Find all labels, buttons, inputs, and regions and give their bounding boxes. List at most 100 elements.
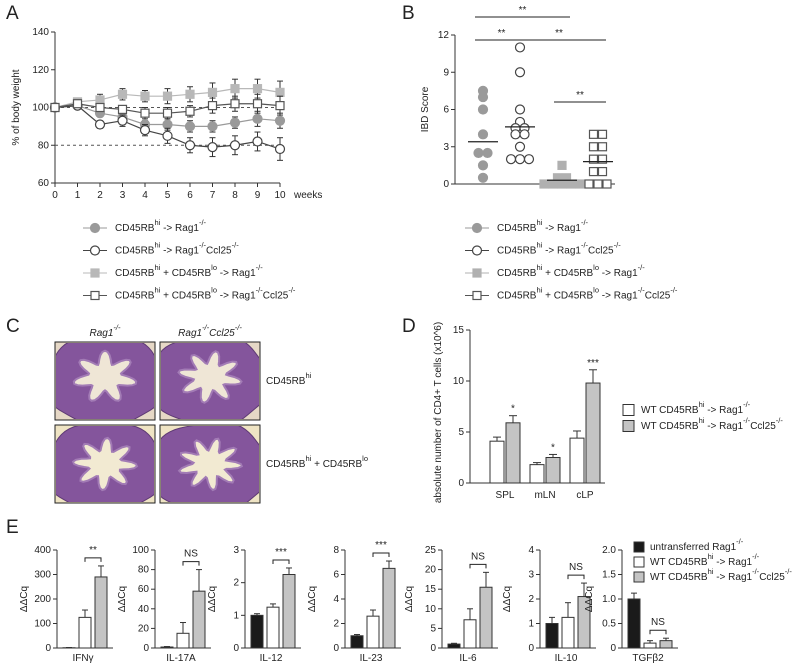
text-part: E (6, 517, 19, 538)
text-part: 8 (232, 190, 238, 201)
x-tick-label: IL-6 (459, 653, 477, 664)
text-part: 0 (45, 643, 51, 654)
y-tick-label: 0 (45, 643, 51, 654)
marker (207, 87, 218, 98)
legend-label: WT CD45RBhi -> Rag1-/- (641, 400, 751, 415)
significance-label: NS (184, 548, 198, 559)
x-tick-label: IL-17A (166, 653, 196, 664)
text-part: -/- (288, 286, 296, 295)
legend-label: CD45RBhi + CD45RBlo -> Rag1-/- (115, 263, 263, 278)
marker (275, 101, 285, 111)
panel-letter: B (402, 3, 415, 24)
y-tick-label: 200 (34, 594, 51, 605)
text-part: Ccl25 (206, 245, 232, 256)
legend-marker (472, 268, 482, 278)
text-part: ΔΔCq (307, 586, 318, 612)
text-part: hi (699, 400, 705, 409)
text-part: IL-10 (555, 653, 578, 664)
bar (366, 615, 380, 649)
text-part: 60 (38, 178, 50, 189)
text-part: -> Rag1 (599, 290, 638, 301)
y-tick-label: 20 (138, 623, 150, 634)
bar (192, 590, 206, 649)
y-tick-label: 15 (453, 325, 465, 336)
text-part: ** (89, 545, 97, 556)
marker (505, 154, 517, 165)
y-tick-label: 0 (430, 643, 436, 654)
column-label: Rag1-/-Ccl25-/- (178, 323, 242, 338)
text-part: 2 (333, 618, 339, 629)
bar (266, 606, 280, 649)
significance-label: NS (569, 562, 583, 573)
x-tick-label: 5 (165, 190, 171, 201)
y-axis-label: % of body weight (11, 69, 22, 145)
text-part: 0 (528, 643, 534, 654)
y-tick-label: 100 (132, 545, 149, 556)
legend-marker (89, 222, 101, 234)
bar (160, 646, 174, 649)
marker (162, 108, 173, 118)
text-part: CD45RB (497, 268, 537, 279)
marker (117, 89, 128, 99)
text-part: Rag1 (178, 328, 202, 339)
text-part: Ccl25 (645, 290, 671, 301)
text-part: 0 (52, 190, 58, 201)
bar (94, 576, 108, 649)
text-part: -/- (638, 286, 646, 295)
marker (252, 84, 263, 94)
bar (463, 619, 477, 649)
text-part: 1 (528, 618, 534, 629)
bar (382, 567, 396, 649)
legend-label: CD45RBhi -> Rag1-/- (497, 218, 589, 233)
text-part: 0 (143, 643, 149, 654)
marker (139, 125, 151, 136)
y-tick-label: 120 (32, 64, 49, 75)
text-part: 8 (333, 545, 339, 556)
marker (95, 102, 105, 113)
text-part: -> Rag1 (160, 223, 199, 234)
text-part: -> Rag1 (217, 290, 256, 301)
text-part: hi (154, 286, 160, 295)
legend-marker (90, 290, 100, 301)
histology-image (56, 343, 154, 419)
text-part: + CD45RB (311, 459, 362, 470)
y-tick-label: 4 (528, 545, 534, 556)
legend-swatch (622, 404, 635, 416)
y-tick-label: 0 (458, 478, 464, 489)
marker (229, 140, 241, 151)
text-part: 20 (138, 623, 150, 634)
y-tick-label: 80 (138, 564, 150, 575)
text-part: *** (275, 547, 287, 558)
text-part: 60 (138, 584, 150, 595)
y-tick-label: 5 (430, 623, 436, 634)
text-part: 4 (528, 545, 534, 556)
text-part: lo (593, 263, 599, 272)
marker (575, 179, 585, 189)
text-part: 4 (142, 190, 148, 201)
bar (479, 586, 493, 649)
y-tick-label: 400 (34, 545, 51, 556)
text-part: -> Rag1 (599, 268, 638, 279)
x-tick-label: 4 (142, 190, 148, 201)
marker (162, 91, 173, 101)
text-part: TGFβ2 (632, 653, 664, 664)
text-part: 3 (443, 141, 449, 152)
bar (545, 457, 561, 484)
text-part: ** (498, 28, 506, 39)
y-tick-label: 2 (333, 618, 339, 629)
y-axis-label: ΔΔCq (207, 586, 218, 612)
text-part: 15 (425, 584, 437, 595)
bar (561, 616, 575, 649)
text-part: 7 (210, 190, 216, 201)
bar (282, 574, 296, 649)
row-label: CD45RBhi (266, 371, 312, 386)
x-tick-label: IL-10 (555, 653, 578, 664)
significance-bracket (469, 563, 487, 569)
y-tick-label: 2.0 (602, 545, 616, 556)
x-tick-label: cLP (576, 490, 594, 501)
text-part: 6 (443, 104, 449, 115)
x-tick-label: TGFβ2 (632, 653, 664, 664)
marker (477, 104, 489, 115)
text-part: CD45RB (497, 290, 537, 301)
